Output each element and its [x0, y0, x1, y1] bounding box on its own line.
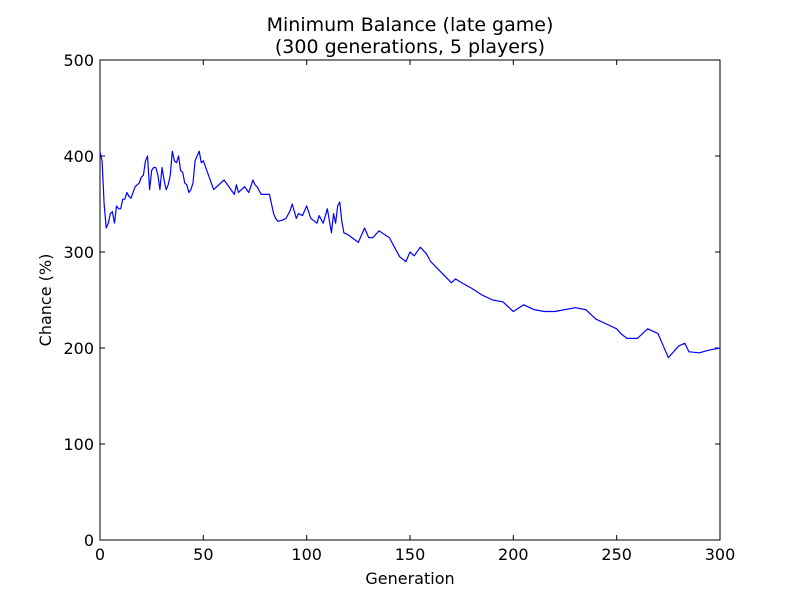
x-axis-ticks: 0 50 100 150 200 250 300	[95, 60, 735, 564]
x-tick-label: 50	[193, 545, 213, 564]
x-tick-label: 150	[395, 545, 426, 564]
x-tick-label: 300	[705, 545, 736, 564]
y-tick-label: 500	[63, 51, 94, 70]
y-tick-label: 200	[63, 339, 94, 358]
y-tick-label: 300	[63, 243, 94, 262]
y-axis-ticks: 0 100 200 300 400 500	[63, 51, 720, 550]
plot-area: 0 50 100 150 200 250 300 0 100 200 300 400 500	[63, 51, 735, 564]
x-axis-label: Generation	[365, 569, 454, 588]
y-tick-label: 0	[84, 531, 94, 550]
chart-title: Minimum Balance (late game)	[267, 14, 554, 36]
x-tick-label: 100	[291, 545, 322, 564]
y-tick-label: 100	[63, 435, 94, 454]
series-line	[99, 150, 721, 359]
y-tick-label: 400	[63, 147, 94, 166]
x-tick-label: 250	[601, 545, 632, 564]
chart-subtitle: (300 generations, 5 players)	[275, 36, 545, 58]
x-tick-label: 200	[498, 545, 529, 564]
x-tick-label: 0	[95, 545, 105, 564]
y-axis-label: Chance (%)	[36, 254, 55, 347]
